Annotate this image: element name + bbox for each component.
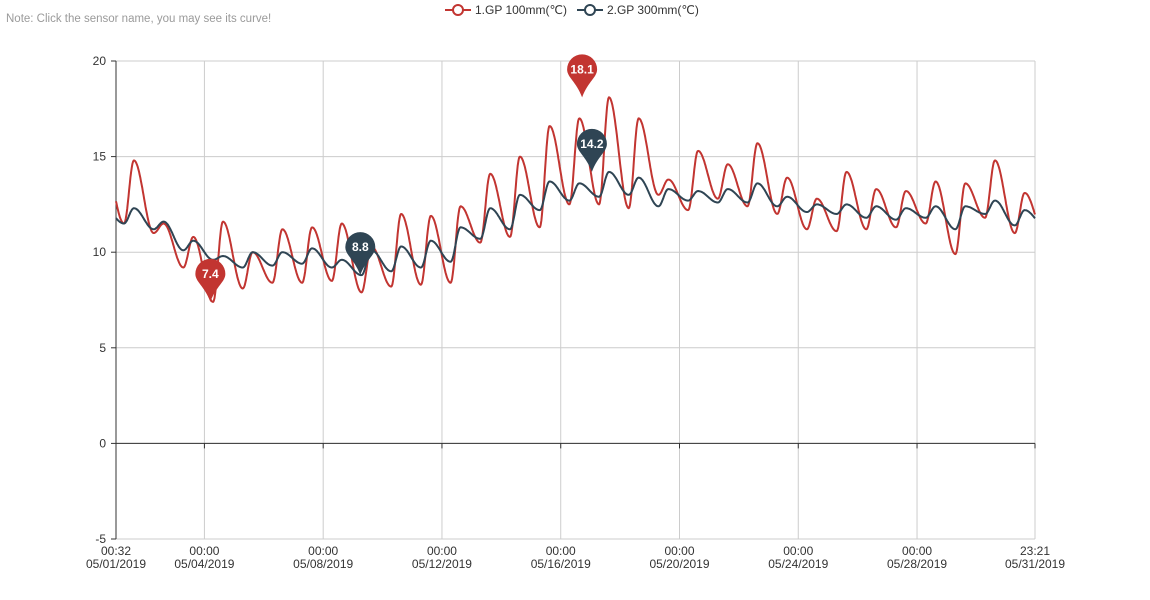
x-tick-date: 05/20/2019 <box>649 557 709 571</box>
x-tick-time: 00:00 <box>783 544 813 558</box>
x-tick-time: 00:00 <box>308 544 338 558</box>
line-circle-icon <box>445 4 471 16</box>
x-tick-time: 00:00 <box>189 544 219 558</box>
x-tick-date: 05/24/2019 <box>768 557 828 571</box>
y-tick-label: 0 <box>99 436 106 450</box>
marker-label: 14.2 <box>580 137 604 151</box>
y-tick-label: 5 <box>99 341 106 355</box>
legend-item-gp100[interactable]: 1.GP 100mm(℃) <box>445 3 567 17</box>
legend-item-gp300[interactable]: 2.GP 300mm(℃) <box>576 3 699 17</box>
x-tick-date: 05/31/2019 <box>1005 557 1065 571</box>
y-tick-label: 15 <box>93 150 107 164</box>
marker-pin <box>567 54 598 98</box>
series-line-gp300 <box>115 170 1036 277</box>
marker-pin <box>576 128 607 172</box>
chart-legend: 1.GP 100mm(℃) 2.GP 300mm(℃) <box>445 3 709 17</box>
chart-note: Note: Click the sensor name, you may see… <box>6 13 272 25</box>
x-tick-date: 05/28/2019 <box>887 557 947 571</box>
marker-pin <box>195 258 226 302</box>
x-tick-time: 00:00 <box>427 544 457 558</box>
marker-label: 8.8 <box>352 240 369 254</box>
x-tick-time: 00:00 <box>902 544 932 558</box>
x-tick-time: 00:32 <box>101 544 131 558</box>
x-tick-date: 05/08/2019 <box>293 557 353 571</box>
marker-label: 7.4 <box>202 267 219 281</box>
line-circle-icon <box>576 4 603 16</box>
x-tick-date: 05/12/2019 <box>412 557 472 571</box>
series-line-gp100 <box>115 96 1036 303</box>
x-tick-time: 00:00 <box>664 544 694 558</box>
x-tick-date: 05/04/2019 <box>174 557 234 571</box>
x-tick-time: 00:00 <box>546 544 576 558</box>
y-tick-label: 10 <box>93 245 107 259</box>
legend-label: 1.GP 100mm(℃) <box>475 3 567 17</box>
marker-label: 18.1 <box>570 62 594 76</box>
x-tick-time: 23:21 <box>1020 544 1050 558</box>
marker-pin <box>345 232 376 276</box>
x-tick-date: 05/16/2019 <box>531 557 591 571</box>
y-tick-label: -5 <box>95 532 106 546</box>
x-tick-date: 05/01/2019 <box>86 557 146 571</box>
y-tick-label: 20 <box>93 54 107 68</box>
legend-label: 2.GP 300mm(℃) <box>606 3 699 17</box>
